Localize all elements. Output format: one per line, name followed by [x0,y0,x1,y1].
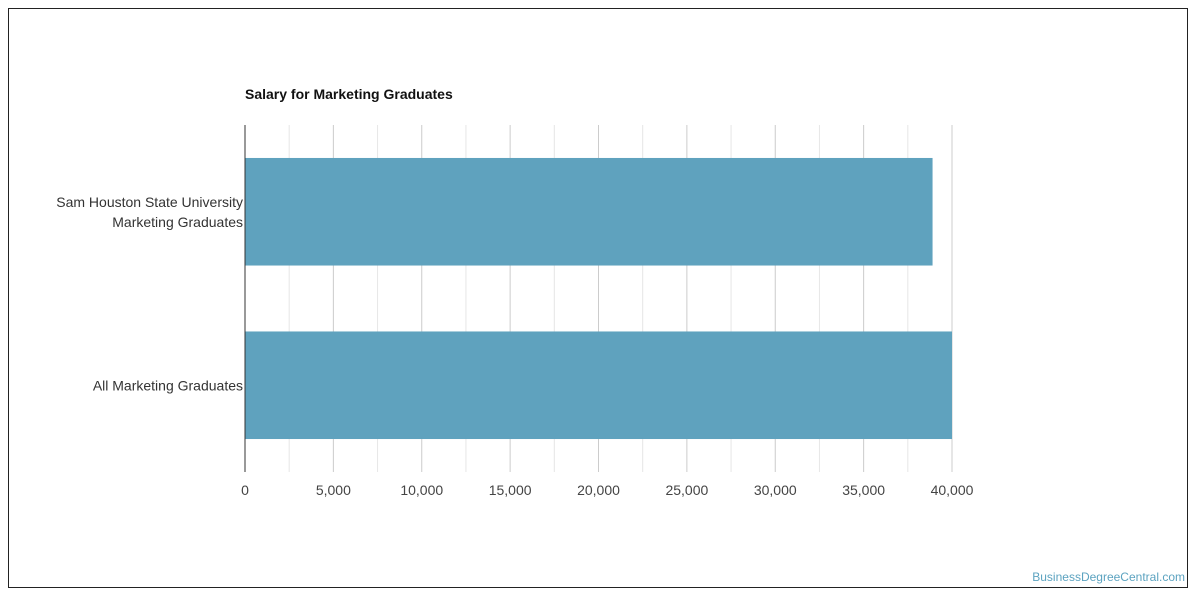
watermark-link[interactable]: BusinessDegreeCentral.com [1032,570,1185,584]
category-label: Sam Houston State University [56,194,243,210]
category-label: All Marketing Graduates [93,377,243,393]
bar [245,157,933,266]
x-tick-label: 30,000 [754,482,797,498]
x-tick-label: 35,000 [842,482,885,498]
x-tick-label: 40,000 [931,482,974,498]
bar [245,331,952,440]
x-tick-label: 10,000 [400,482,443,498]
chart-title: Salary for Marketing Graduates [245,86,453,102]
category-label: Marketing Graduates [112,214,243,230]
x-tick-label: 5,000 [316,482,351,498]
x-tick-label: 25,000 [665,482,708,498]
x-tick-label: 15,000 [489,482,532,498]
x-tick-label: 20,000 [577,482,620,498]
x-tick-label: 0 [241,482,249,498]
